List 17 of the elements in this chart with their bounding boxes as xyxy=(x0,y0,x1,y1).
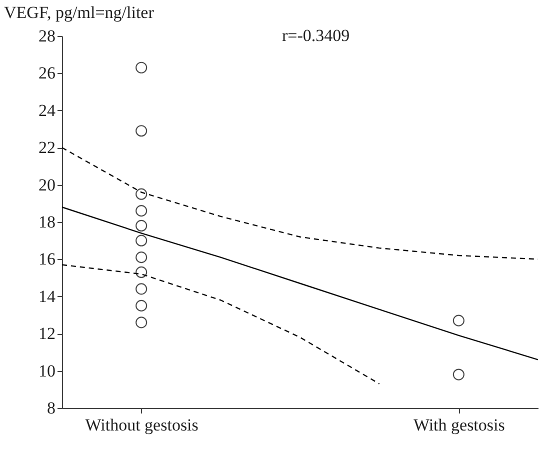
y-tick-label: 10 xyxy=(38,361,56,380)
y-tick-label: 26 xyxy=(38,64,56,83)
y-tick-label: 20 xyxy=(38,175,56,194)
annotation: r=-0.3409 xyxy=(282,26,350,45)
y-tick-label: 8 xyxy=(47,398,56,418)
y-axis-title: VEGF, pg/ml=ng/liter xyxy=(4,3,154,22)
line-series xyxy=(61,264,380,384)
x-tick-label: Without gestosis xyxy=(85,416,198,434)
y-tick-label: 28 xyxy=(38,26,56,46)
y-tick-label: 14 xyxy=(38,286,56,306)
y-tick-label: 18 xyxy=(38,212,56,232)
y-tick-label: 16 xyxy=(38,250,56,269)
y-tick-label: 12 xyxy=(38,324,56,344)
y-tick-label: 22 xyxy=(38,138,56,158)
line-series xyxy=(61,206,539,360)
x-tick-label: With gestosis xyxy=(413,416,505,434)
y-tick-label: 24 xyxy=(38,100,56,120)
